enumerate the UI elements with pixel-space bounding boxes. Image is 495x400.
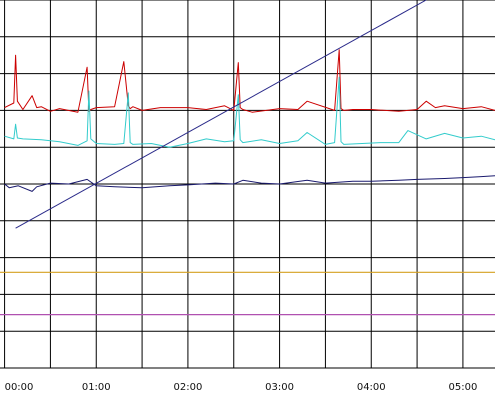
series-group xyxy=(4,0,495,229)
x-tick-label: 04:00 xyxy=(357,382,386,393)
x-axis-ticks: 00:00 01:00 02:00 03:00 04:00 05:00 xyxy=(5,382,478,393)
x-tick-label: 03:00 xyxy=(265,382,294,393)
series-line-3 xyxy=(4,175,495,192)
x-tick-label: 01:00 xyxy=(82,382,111,393)
grid xyxy=(0,0,495,369)
series-line-2 xyxy=(4,76,495,148)
x-tick-label: 05:00 xyxy=(449,382,478,393)
series-line-4 xyxy=(15,0,427,229)
x-tick-label: 02:00 xyxy=(174,382,203,393)
series-line-1 xyxy=(4,49,495,113)
x-tick-label: 00:00 xyxy=(5,382,34,393)
horizontal-levels xyxy=(0,271,495,316)
